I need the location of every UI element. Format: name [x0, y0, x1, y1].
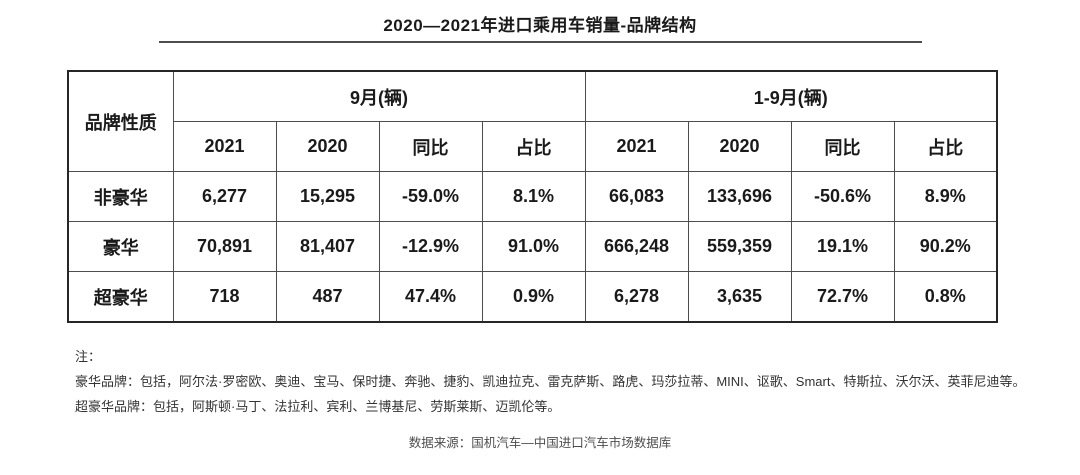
cell-sep-yoy: 47.4%	[378, 271, 483, 323]
notes-label: 注：	[75, 349, 102, 364]
cell-ytd-2020: 559,359	[687, 221, 792, 272]
column-header-sep-yoy: 同比	[378, 121, 483, 172]
cell-sep-yoy: -12.9%	[378, 221, 483, 272]
table-row-ultra-luxury: 超豪华 718 487 47.4% 0.9% 6,278 3,635 72.7%…	[67, 271, 998, 323]
column-header-ytd-2021: 2021	[584, 121, 689, 172]
cell-ytd-yoy: 19.1%	[790, 221, 895, 272]
table-row-luxury: 豪华 70,891 81,407 -12.9% 91.0% 666,248 55…	[67, 221, 998, 272]
group-header-row: 品牌性质 9月(辆) 1-9月(辆)	[67, 70, 998, 172]
column-header-ytd-share: 占比	[893, 121, 998, 172]
column-header-ytd-yoy: 同比	[790, 121, 895, 172]
cell-sep-2020: 487	[275, 271, 380, 323]
cell-ytd-share: 8.9%	[893, 171, 998, 222]
cell-ytd-2020: 133,696	[687, 171, 792, 222]
cell-ytd-2021: 666,248	[584, 221, 689, 272]
row-label: 超豪华	[67, 271, 174, 323]
cell-ytd-2021: 66,083	[584, 171, 689, 222]
data-source: 数据来源：国机汽车—中国进口汽车市场数据库	[408, 436, 672, 450]
note-ultra-luxury-brands: 超豪华品牌：包括，阿斯顿·马丁、法拉利、宾利、兰博基尼、劳斯莱斯、迈凯伦等。	[75, 399, 561, 414]
title-underline	[158, 41, 922, 43]
cell-sep-2020: 81,407	[275, 221, 380, 272]
sub-header-row: 2021 2020 同比 占比 2021 2020 同比 占比	[68, 121, 998, 172]
cell-sep-share: 91.0%	[481, 221, 586, 272]
cell-ytd-2020: 3,635	[687, 271, 792, 323]
table-header: 品牌性质 9月(辆) 1-9月(辆) 2021 2020 同比 占比 2021 …	[67, 70, 998, 172]
row-label: 非豪华	[67, 171, 174, 222]
corner-header-brand-nature: 品牌性质	[67, 70, 174, 172]
cell-sep-share: 0.9%	[481, 271, 586, 323]
cell-sep-2021: 6,277	[172, 171, 277, 222]
cell-ytd-yoy: -50.6%	[790, 171, 895, 222]
sales-table: 品牌性质 9月(辆) 1-9月(辆) 2021 2020 同比 占比 2021 …	[67, 70, 998, 323]
cell-sep-2021: 718	[172, 271, 277, 323]
group-header-jan-to-sep: 1-9月(辆)	[584, 70, 998, 122]
column-header-sep-share: 占比	[481, 121, 586, 172]
notes-block: 注： 豪华品牌：包括，阿尔法·罗密欧、奥迪、宝马、保时捷、奔驰、捷豹、凯迪拉克、…	[75, 344, 1080, 419]
cell-sep-yoy: -59.0%	[378, 171, 483, 222]
table-body: 非豪华 6,277 15,295 -59.0% 8.1% 66,083 133,…	[67, 171, 998, 323]
note-luxury-brands: 豪华品牌：包括，阿尔法·罗密欧、奥迪、宝马、保时捷、奔驰、捷豹、凯迪拉克、雷克萨…	[75, 374, 1026, 389]
cell-sep-2021: 70,891	[172, 221, 277, 272]
cell-ytd-yoy: 72.7%	[790, 271, 895, 323]
group-header-september: 9月(辆)	[172, 70, 586, 122]
cell-ytd-2021: 6,278	[584, 271, 689, 323]
column-header-ytd-2020: 2020	[687, 121, 792, 172]
table-row-non-luxury: 非豪华 6,277 15,295 -59.0% 8.1% 66,083 133,…	[67, 171, 998, 222]
cell-sep-share: 8.1%	[481, 171, 586, 222]
column-header-sep-2020: 2020	[275, 121, 380, 172]
column-header-sep-2021: 2021	[172, 121, 277, 172]
row-label: 豪华	[67, 221, 174, 272]
cell-ytd-share: 0.8%	[893, 271, 998, 323]
page-title: 2020—2021年进口乘用车销量-品牌结构	[383, 16, 697, 35]
cell-ytd-share: 90.2%	[893, 221, 998, 272]
cell-sep-2020: 15,295	[275, 171, 380, 222]
